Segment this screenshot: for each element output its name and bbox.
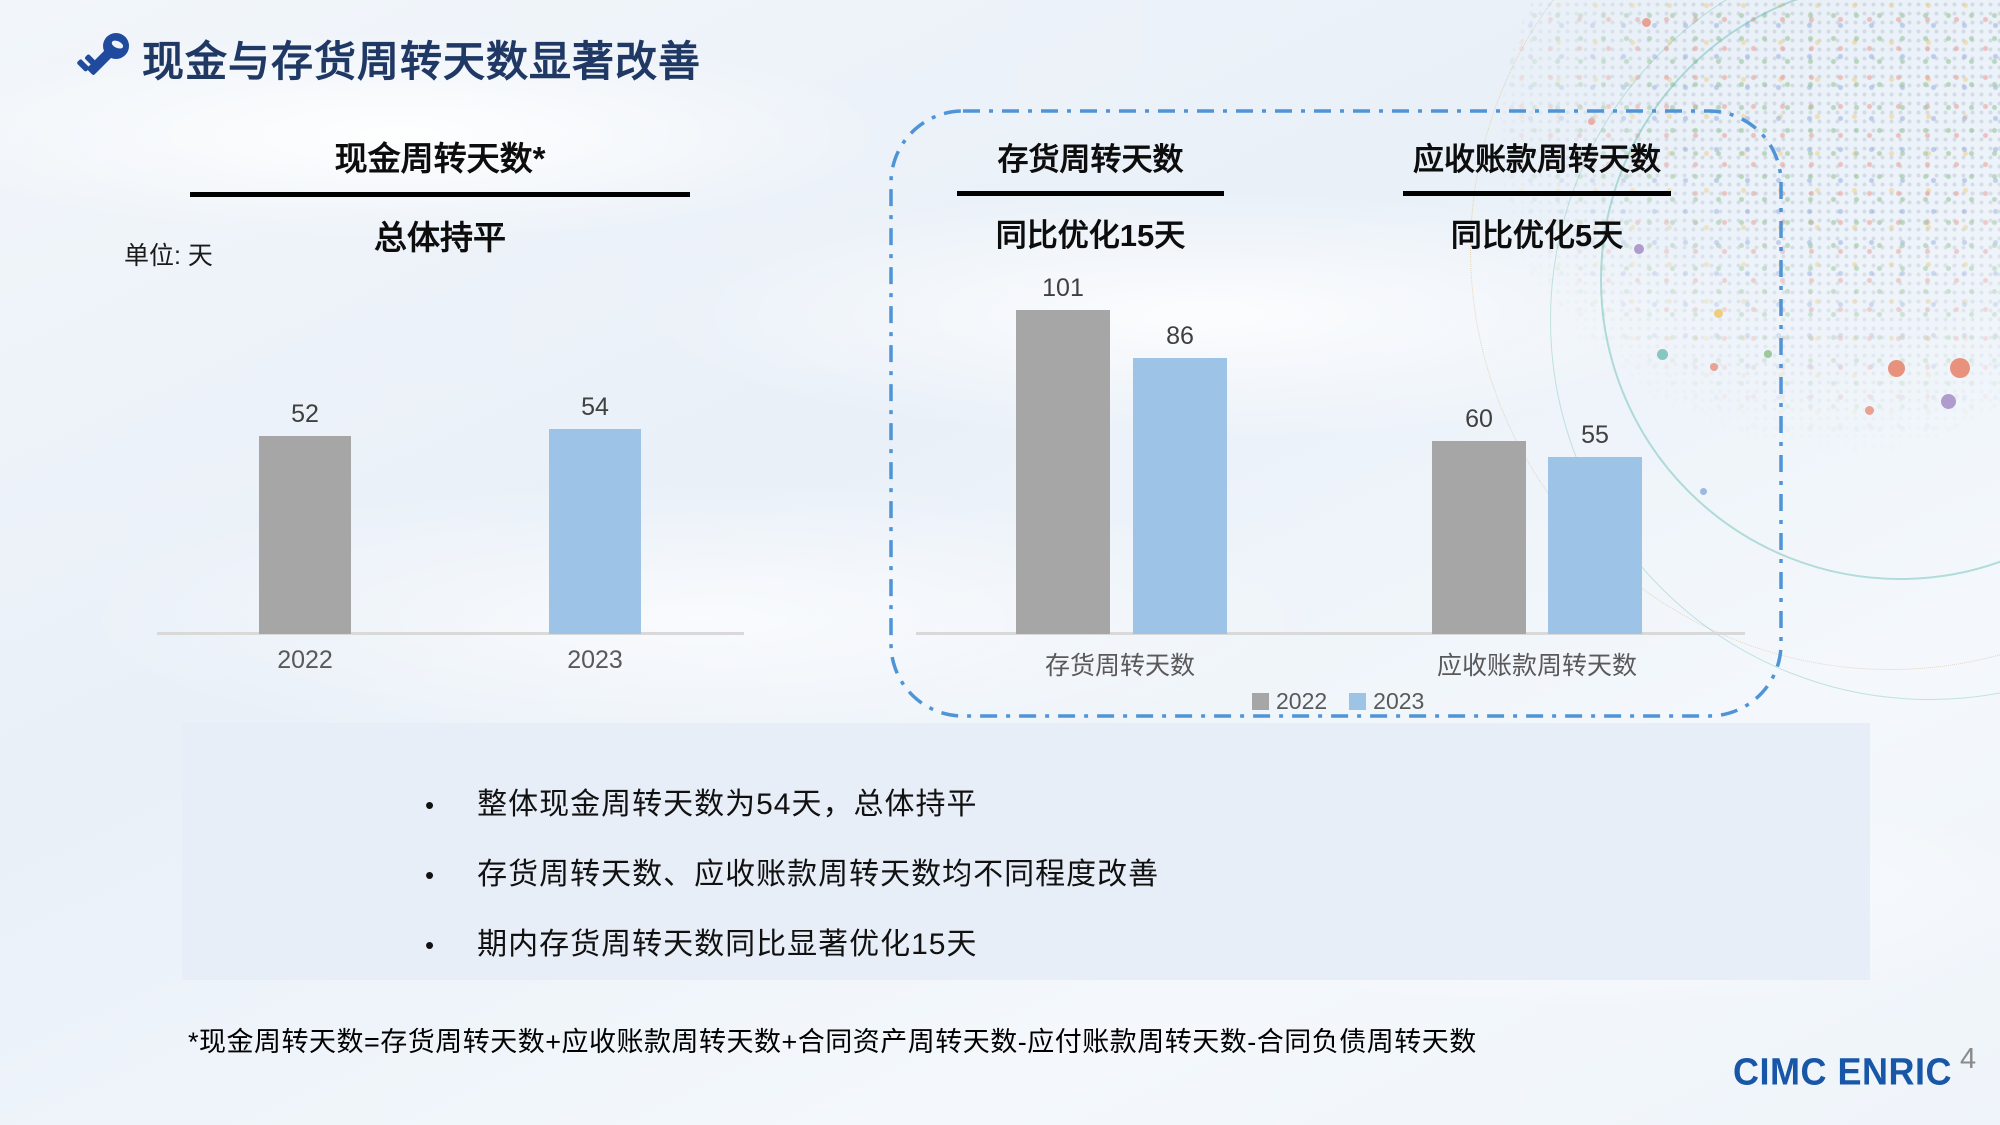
bar-value-label: 101 — [1042, 274, 1084, 302]
summary-bullet-text: 期内存货周转天数同比显著优化15天 — [477, 928, 978, 961]
legend-swatch-2023 — [1349, 693, 1367, 710]
legend-item-2023: 2023 — [1349, 688, 1424, 715]
bar-receivables-2022: 60 — [1432, 405, 1526, 634]
bullet-dot: • — [425, 790, 436, 820]
boxed-tick-receivables: 应收账款周转天数 — [1436, 652, 1637, 680]
cash-chart-axis — [157, 632, 744, 635]
cash-chart-header: 现金周转天数* 总体持平 — [190, 132, 690, 259]
unit-label: 单位: 天 — [124, 242, 213, 270]
summary-bullet-list: • 整体现金周转天数为54天，总体持平 • 存货周转天数、应收账款周转天数均不同… — [182, 723, 1870, 963]
summary-bullet-text: 存货周转天数、应收账款周转天数均不同程度改善 — [477, 858, 1160, 891]
cimc-enric-logo: CIMC ENRIC — [1733, 1049, 1952, 1093]
footnote: *现金周转天数=存货周转天数+应收账款周转天数+合同资产周转天数-应付账款周转天… — [188, 1027, 1477, 1057]
summary-bullet: • 存货周转天数、应收账款周转天数均不同程度改善 — [425, 849, 1870, 893]
summary-bullet-text: 整体现金周转天数为54天，总体持平 — [477, 788, 978, 821]
cash-tick-2022: 2022 — [277, 646, 333, 674]
receivables-chart-title: 应收账款周转天数 — [1413, 142, 1661, 177]
header-rule — [1403, 191, 1671, 196]
bullet-dot: • — [425, 930, 436, 960]
deco-dot — [1865, 406, 1874, 415]
bar-cash-2023: 54 — [549, 393, 641, 634]
legend-swatch-2022 — [1252, 693, 1269, 710]
bar-fill-2023 — [1548, 457, 1642, 634]
bar-receivables-2023: 55 — [1548, 421, 1642, 634]
bar-value-label: 54 — [581, 393, 609, 421]
inventory-chart-subtitle: 同比优化15天 — [995, 218, 1186, 253]
bar-fill-2023 — [549, 429, 641, 634]
header-rule — [190, 192, 690, 197]
inventory-chart-title: 存货周转天数 — [997, 142, 1184, 177]
deco-dot — [1941, 394, 1956, 409]
inventory-chart-header: 存货周转天数 同比优化15天 — [957, 134, 1224, 255]
summary-box: • 整体现金周转天数为54天，总体持平 • 存货周转天数、应收账款周转天数均不同… — [182, 723, 1870, 980]
cash-chart-title: 现金周转天数* — [334, 140, 546, 177]
deco-dot — [1642, 18, 1651, 27]
bar-fill-2022 — [1016, 310, 1110, 634]
bar-value-label: 60 — [1465, 405, 1493, 433]
receivables-chart-header: 应收账款周转天数 同比优化5天 — [1403, 134, 1671, 255]
summary-bullet: • 整体现金周转天数为54天，总体持平 — [425, 779, 1870, 823]
bar-inventory-2023: 86 — [1133, 322, 1227, 634]
boxed-chart-axis — [916, 632, 1745, 635]
bar-fill-2022 — [259, 436, 351, 634]
bar-value-label: 52 — [291, 400, 319, 428]
chart-legend: 2022 2023 — [1252, 688, 1424, 715]
bar-fill-2022 — [1432, 441, 1526, 634]
summary-bullet: • 期内存货周转天数同比显著优化15天 — [425, 919, 1870, 963]
deco-dot — [1888, 360, 1905, 377]
bar-fill-2023 — [1133, 358, 1227, 634]
bar-value-label: 55 — [1581, 421, 1609, 449]
slide-title: 现金与存货周转天数显著改善 — [142, 38, 702, 85]
deco-dot — [1950, 358, 1970, 378]
page-number: 4 — [1960, 1043, 1977, 1075]
boxed-tick-inventory: 存货周转天数 — [1044, 652, 1195, 680]
legend-label-2022: 2022 — [1276, 688, 1328, 714]
bullet-dot: • — [425, 860, 436, 890]
cash-chart-subtitle: 总体持平 — [374, 219, 506, 256]
legend-item-2022: 2022 — [1252, 688, 1327, 715]
dashed-highlight-box — [889, 109, 1783, 718]
key-icon — [77, 32, 130, 75]
receivables-chart-subtitle: 同比优化5天 — [1450, 218, 1624, 253]
header-rule — [957, 191, 1224, 196]
cash-tick-2023: 2023 — [567, 646, 623, 674]
bar-value-label: 86 — [1166, 322, 1194, 350]
legend-label-2023: 2023 — [1373, 688, 1425, 714]
bar-cash-2022: 52 — [259, 400, 351, 634]
bar-inventory-2022: 101 — [1016, 274, 1110, 634]
